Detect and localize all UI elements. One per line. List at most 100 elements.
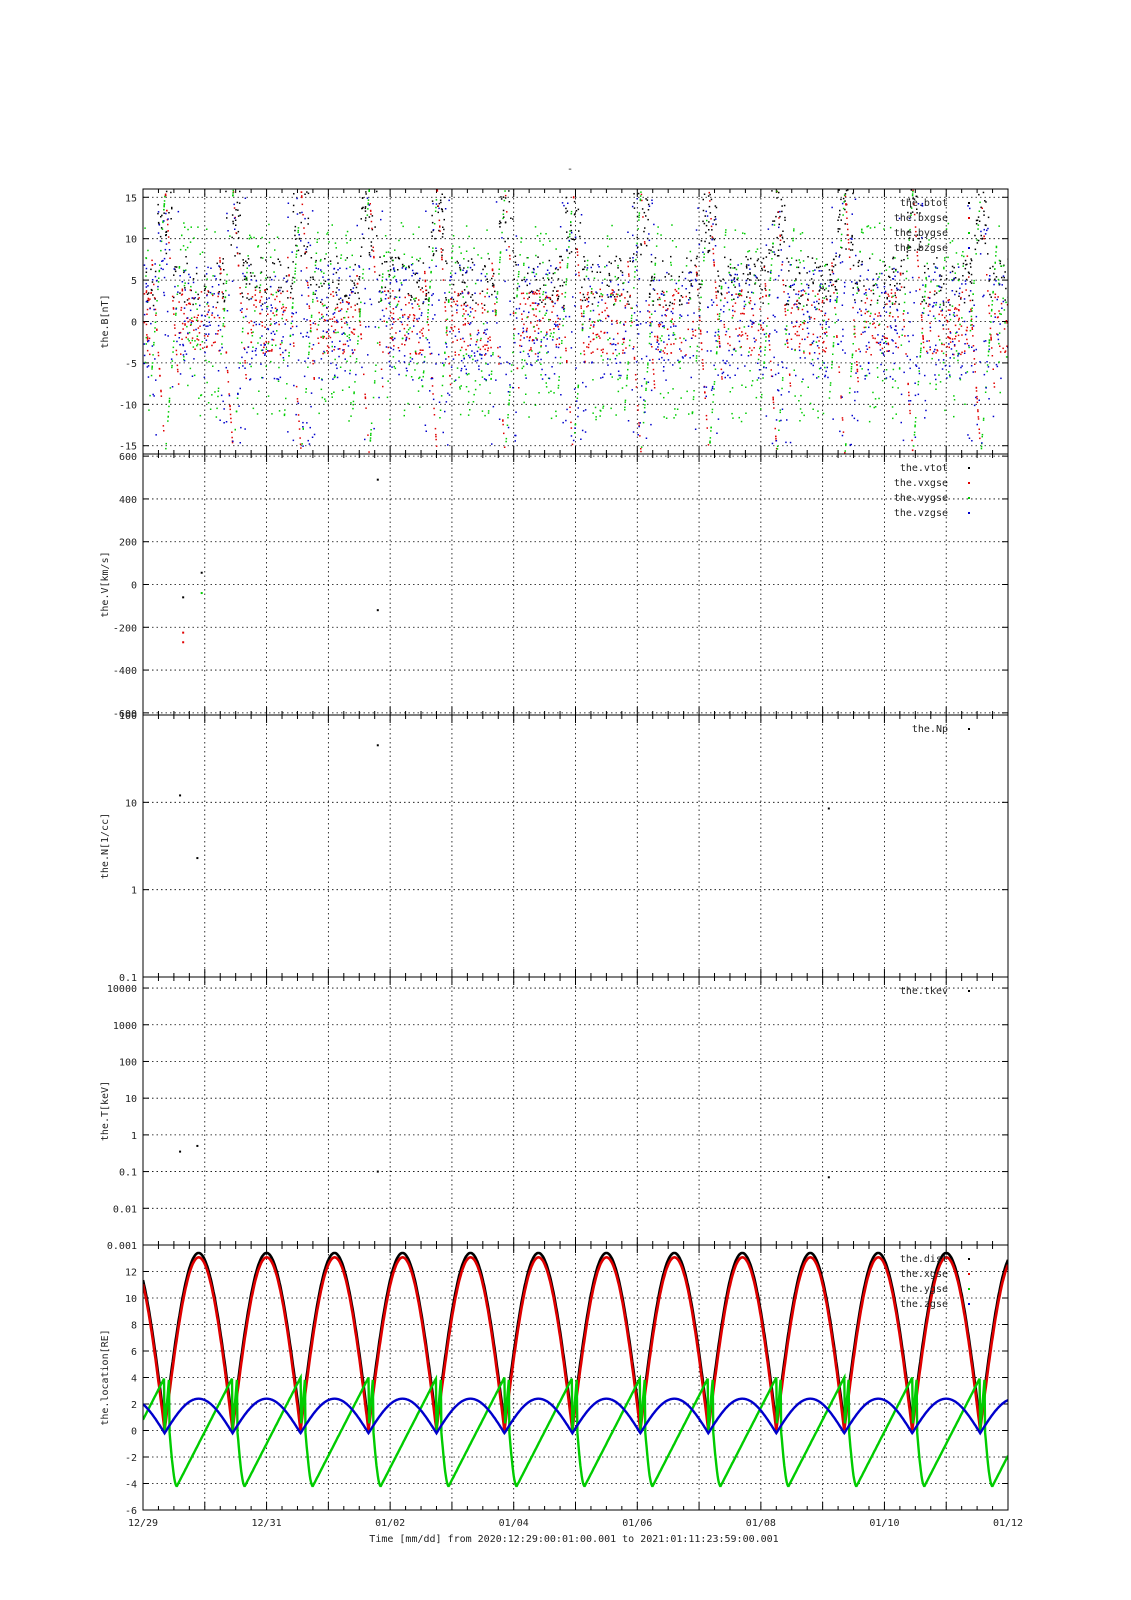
b-point (992, 290, 994, 293)
b-point (341, 333, 343, 335)
b-point (894, 380, 897, 382)
b-point (455, 303, 457, 306)
b-point (223, 269, 225, 271)
b-point (522, 292, 525, 294)
b-point (907, 335, 909, 337)
b-point (147, 292, 150, 294)
b-point (238, 367, 240, 369)
b-point (750, 354, 752, 356)
b-point (819, 323, 822, 326)
b-point (876, 284, 878, 286)
b-point (978, 428, 980, 430)
b-point (218, 291, 220, 293)
b-point (654, 264, 656, 266)
b-point (502, 217, 504, 220)
b-point (929, 291, 931, 293)
b-point (626, 291, 629, 293)
b-point (146, 336, 149, 338)
b-point (227, 371, 229, 374)
b-point (732, 309, 734, 312)
b-point (159, 235, 162, 238)
b-point (940, 310, 942, 312)
b-point (279, 343, 282, 346)
b-point (548, 318, 550, 321)
b-point (503, 432, 505, 435)
b-point (715, 291, 717, 293)
b-point (672, 323, 675, 325)
b-point (694, 335, 697, 337)
b-point (183, 271, 185, 274)
b-point (825, 347, 827, 349)
b-point (874, 337, 876, 340)
b-point (222, 262, 224, 265)
b-point (757, 279, 760, 281)
b-point (835, 289, 838, 291)
b-point (590, 352, 593, 354)
b-point (419, 257, 421, 260)
b-point (671, 302, 674, 305)
b-point (579, 299, 582, 301)
b-point (907, 247, 910, 249)
b-point (702, 368, 704, 370)
b-point (339, 340, 341, 342)
b-point (323, 335, 325, 338)
b-point (456, 311, 458, 314)
b-point (762, 302, 764, 304)
b-point (322, 335, 324, 338)
b-point (575, 273, 577, 276)
b-point (993, 272, 995, 275)
b-point (663, 294, 666, 296)
b-point (276, 236, 279, 238)
b-point (1004, 351, 1006, 353)
b-point (244, 275, 246, 278)
b-point (1002, 300, 1005, 303)
b-point (146, 308, 149, 311)
b-point (733, 280, 736, 283)
b-point (367, 354, 369, 356)
b-point (582, 268, 584, 271)
b-point (557, 384, 560, 387)
b-point (389, 337, 392, 339)
b-point (685, 288, 687, 290)
b-point (533, 268, 535, 271)
b-point (462, 315, 464, 317)
b-point (617, 293, 619, 296)
b-point (586, 297, 588, 300)
b-point (805, 292, 807, 295)
b-point (178, 301, 180, 303)
b-point (149, 298, 151, 300)
b-point (645, 381, 648, 383)
b-point (659, 337, 661, 340)
b-point (357, 343, 359, 345)
b-point (519, 254, 521, 256)
b-point (386, 321, 388, 323)
b-point (808, 316, 811, 319)
b-point (153, 283, 155, 286)
b-point (527, 272, 529, 275)
b-point (800, 295, 802, 297)
b-point (748, 301, 750, 304)
b-point (414, 297, 417, 300)
b-point (390, 312, 392, 314)
b-point (550, 332, 552, 335)
b-point (580, 352, 582, 355)
b-point (532, 271, 535, 274)
b-point (302, 336, 304, 338)
b-point (405, 336, 408, 338)
b-point (291, 287, 293, 290)
b-point (480, 370, 483, 372)
b-point (320, 258, 322, 261)
b-point (794, 303, 796, 305)
b-point (301, 195, 303, 197)
b-point (445, 319, 447, 321)
b-point (811, 342, 814, 344)
b-point (150, 292, 152, 294)
b-point (206, 381, 208, 384)
b-point (938, 374, 940, 376)
b-point (393, 365, 395, 368)
b-point (907, 382, 909, 385)
b-point (431, 294, 433, 297)
b-point (829, 300, 831, 303)
b-point (508, 402, 510, 404)
b-point (562, 318, 565, 320)
